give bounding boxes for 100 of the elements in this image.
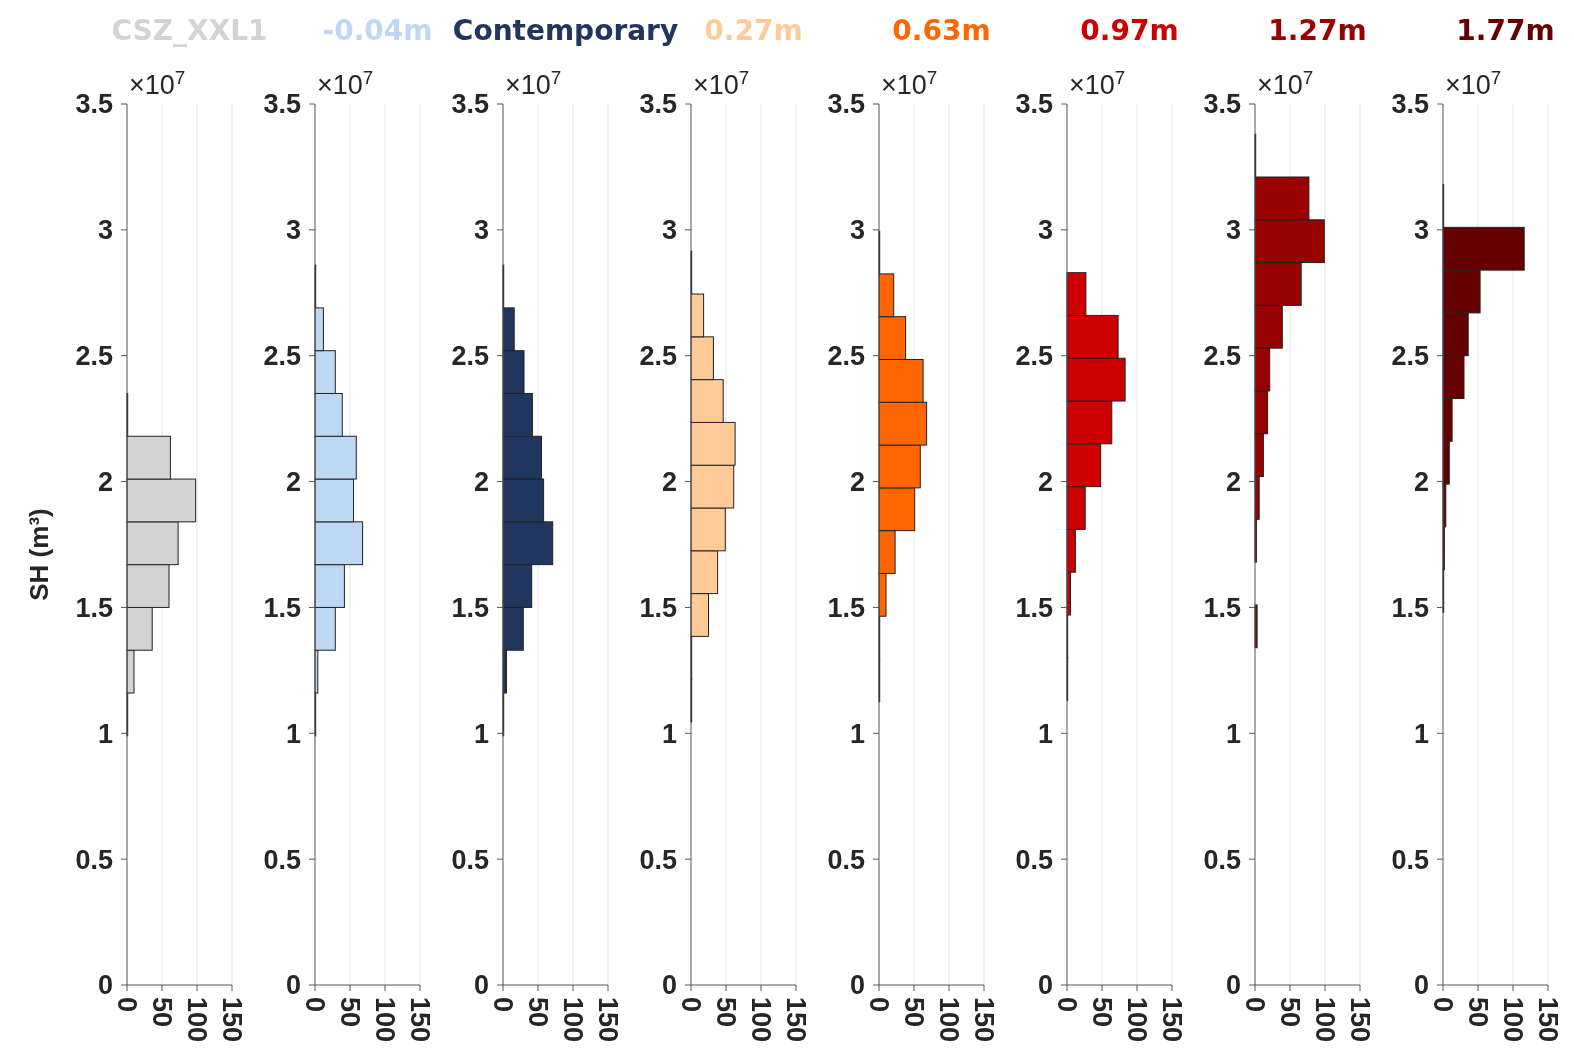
y-tick-label: 2.5 <box>1391 341 1429 372</box>
y-tick-label: 0.5 <box>263 844 301 875</box>
y-tick-label: 2.5 <box>1015 341 1053 372</box>
x-tick-label: 0 <box>1051 997 1082 1013</box>
y-tick-label: 2.5 <box>1203 341 1241 372</box>
y-tick-label: 1 <box>473 718 489 749</box>
x-tick-label: 150 <box>968 997 999 1043</box>
y-tick-label: 0.5 <box>1391 844 1429 875</box>
chart-title: 0.27m <box>704 14 803 47</box>
y-tick-label: 0.5 <box>1015 844 1053 875</box>
x-tick-label: 0 <box>299 997 330 1013</box>
y-tick-label: 1 <box>285 718 301 749</box>
y-tick-label: 0.5 <box>639 844 677 875</box>
text: ×10$^{7}$ <box>693 66 750 100</box>
x-tick-label: 150 <box>404 997 435 1043</box>
y-tick-label: 2 <box>661 467 677 498</box>
x-tick-label: 150 <box>1344 997 1375 1043</box>
text: ×10$^{7}$ <box>881 66 938 100</box>
y-tick-label: 1 <box>1225 718 1241 749</box>
y-tick-label: 3 <box>473 215 489 246</box>
x-tick-label: 0 <box>675 997 706 1013</box>
text: ×10$^{7}$ <box>1069 66 1126 100</box>
x-tick-label: 150 <box>216 997 247 1043</box>
y-tick-label: 1 <box>661 718 677 749</box>
y-axis-title: SH (m³) <box>24 508 54 601</box>
y-tick-label: 1.5 <box>827 592 865 623</box>
x-tick-label: 0 <box>111 997 142 1013</box>
y-tick-label: 3 <box>661 215 677 246</box>
y-tick-label: 0.5 <box>75 844 113 875</box>
x-tick-label: 50 <box>1462 997 1493 1028</box>
chart-title: 1.77m <box>1456 14 1555 47</box>
y-tick-label: 3.5 <box>827 89 865 120</box>
y-tick-label: 2.5 <box>75 341 113 372</box>
x-tick-label: 100 <box>1497 997 1528 1043</box>
y-tick-label: 3.5 <box>1203 89 1241 120</box>
x-tick-label: 50 <box>334 997 365 1028</box>
y-tick-label: 3 <box>849 215 865 246</box>
y-tick-label: 1.5 <box>75 592 113 623</box>
y-tick-label: 1.5 <box>263 592 301 623</box>
y-tick-label: 3 <box>1413 215 1429 246</box>
y-tick-label: 3 <box>97 215 113 246</box>
x-tick-label: 50 <box>1274 997 1305 1028</box>
x-tick-label: 100 <box>181 997 212 1043</box>
y-tick-label: 1.5 <box>639 592 677 623</box>
x-tick-label: 0 <box>1427 997 1458 1013</box>
y-tick-label: 3 <box>1225 215 1241 246</box>
y-tick-label: 2.5 <box>639 341 677 372</box>
y-tick-label: 1.5 <box>1391 592 1429 623</box>
y-tick-label: 1 <box>97 718 113 749</box>
y-tick-label: 2 <box>1413 467 1429 498</box>
y-tick-label: 3.5 <box>451 89 489 120</box>
x-tick-label: 0 <box>487 997 518 1013</box>
y-tick-label: 3.5 <box>75 89 113 120</box>
y-tick-label: 2.5 <box>263 341 301 372</box>
y-tick-label: 2 <box>473 467 489 498</box>
y-tick-label: 3.5 <box>639 89 677 120</box>
x-tick-label: 100 <box>933 997 964 1043</box>
x-tick-label: 0 <box>863 997 894 1013</box>
y-tick-label: 0.5 <box>451 844 489 875</box>
y-tick-label: 0.5 <box>827 844 865 875</box>
y-tick-label: 0.5 <box>1203 844 1241 875</box>
y-tick-label: 1 <box>1413 718 1429 749</box>
x-tick-label: 100 <box>745 997 776 1043</box>
chart-title: 1.27m <box>1268 14 1367 47</box>
y-tick-label: 1 <box>1037 718 1053 749</box>
x-tick-label: 50 <box>898 997 929 1028</box>
chart-title: 0.97m <box>1080 14 1179 47</box>
y-tick-label: 3.5 <box>1391 89 1429 120</box>
y-tick-label: 2 <box>1037 467 1053 498</box>
y-tick-label: 1.5 <box>451 592 489 623</box>
text: ×10$^{7}$ <box>129 66 186 100</box>
x-tick-label: 100 <box>1121 997 1152 1043</box>
text: ×10$^{7}$ <box>1257 66 1314 100</box>
y-tick-label: 2 <box>285 467 301 498</box>
x-tick-label: 50 <box>146 997 177 1028</box>
y-tick-label: 2 <box>1225 467 1241 498</box>
y-tick-label: 2 <box>849 467 865 498</box>
text: ×10$^{7}$ <box>1445 66 1502 100</box>
x-tick-label: 50 <box>710 997 741 1028</box>
chart-title: Contemporary <box>452 14 679 47</box>
y-tick-label: 1 <box>849 718 865 749</box>
x-tick-label: 150 <box>592 997 623 1043</box>
y-tick-label: 2.5 <box>827 341 865 372</box>
text: ×10$^{7}$ <box>505 66 562 100</box>
y-tick-label: 2.5 <box>451 341 489 372</box>
chart-title: 0.63m <box>892 14 991 47</box>
y-tick-label: 3.5 <box>263 89 301 120</box>
y-tick-label: 1.5 <box>1203 592 1241 623</box>
x-tick-label: 100 <box>557 997 588 1043</box>
x-tick-label: 100 <box>369 997 400 1043</box>
y-tick-label: 1.5 <box>1015 592 1053 623</box>
x-tick-label: 150 <box>780 997 811 1043</box>
chart-title: -0.04m <box>322 14 433 47</box>
x-tick-label: 50 <box>522 997 553 1028</box>
y-tick-label: 2 <box>97 467 113 498</box>
y-tick-label: 3.5 <box>1015 89 1053 120</box>
x-tick-label: 150 <box>1532 997 1563 1043</box>
x-tick-label: 0 <box>1239 997 1270 1013</box>
y-tick-label: 3 <box>285 215 301 246</box>
x-tick-label: 50 <box>1086 997 1117 1028</box>
